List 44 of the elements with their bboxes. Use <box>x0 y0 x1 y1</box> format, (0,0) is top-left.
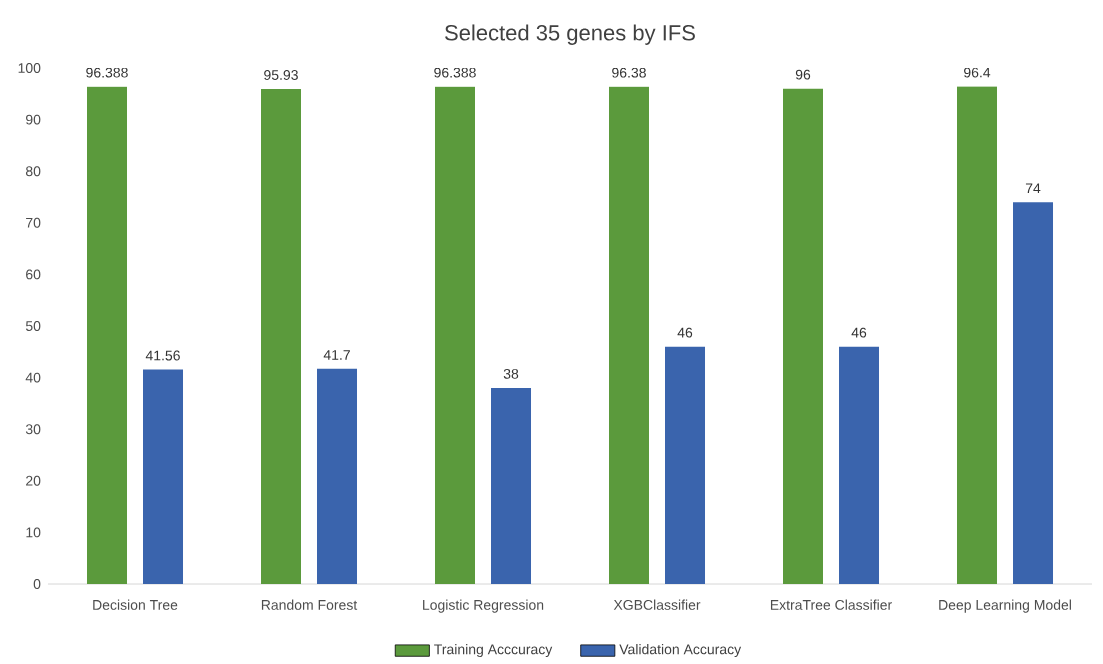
data-label: 74 <box>1025 183 1041 194</box>
legend-label: Training Acccuracy <box>434 644 553 658</box>
data-label: 95.93 <box>264 70 298 80</box>
y-tick-label: 40 <box>25 372 41 383</box>
y-tick-label: 100 <box>18 63 41 73</box>
bar <box>261 89 301 584</box>
y-tick-label: 50 <box>25 321 41 331</box>
bar <box>143 369 183 584</box>
bar <box>1013 202 1054 584</box>
data-label: 38 <box>503 368 519 379</box>
bar <box>839 346 880 584</box>
bar <box>87 86 128 584</box>
y-tick-label: 30 <box>25 424 41 435</box>
bar <box>783 88 823 584</box>
x-tick-label: XGBClassifier <box>613 599 701 610</box>
data-label: 96.38 <box>612 67 646 78</box>
data-label: 96 <box>795 69 811 80</box>
bar <box>665 346 706 584</box>
bar <box>317 368 358 584</box>
y-tick-label: 90 <box>26 114 41 125</box>
y-tick-label: 20 <box>26 475 41 486</box>
x-tick-label: ExtraTree Classifier <box>770 599 892 610</box>
data-label: 96.4 <box>964 67 991 78</box>
data-label: 46 <box>677 327 693 338</box>
bar <box>609 86 649 584</box>
x-tick-label: Deep Learning Model <box>939 599 1071 613</box>
x-tick-label: Decision Tree <box>93 599 178 610</box>
x-tick-label: Logistic Regression <box>423 599 544 613</box>
y-tick-label: 60 <box>26 269 41 280</box>
data-label: 46 <box>851 327 867 338</box>
legend-label: Validation Accuracy <box>619 644 742 658</box>
bar <box>491 387 532 584</box>
data-label: 41.56 <box>145 350 180 361</box>
y-tick-label: 10 <box>26 527 41 538</box>
y-tick-label: 0 <box>33 579 41 589</box>
data-label: 96.388 <box>86 67 128 78</box>
data-label: 41.7 <box>323 350 350 360</box>
y-tick-label: 80 <box>25 166 41 177</box>
chart-title: Selected 35 genes by IFS <box>445 24 695 45</box>
bar <box>957 86 998 584</box>
x-tick-label: Random Forest <box>261 599 358 610</box>
bar <box>435 86 475 584</box>
data-label: 96.388 <box>434 67 476 78</box>
y-tick-label: 70 <box>26 217 41 228</box>
